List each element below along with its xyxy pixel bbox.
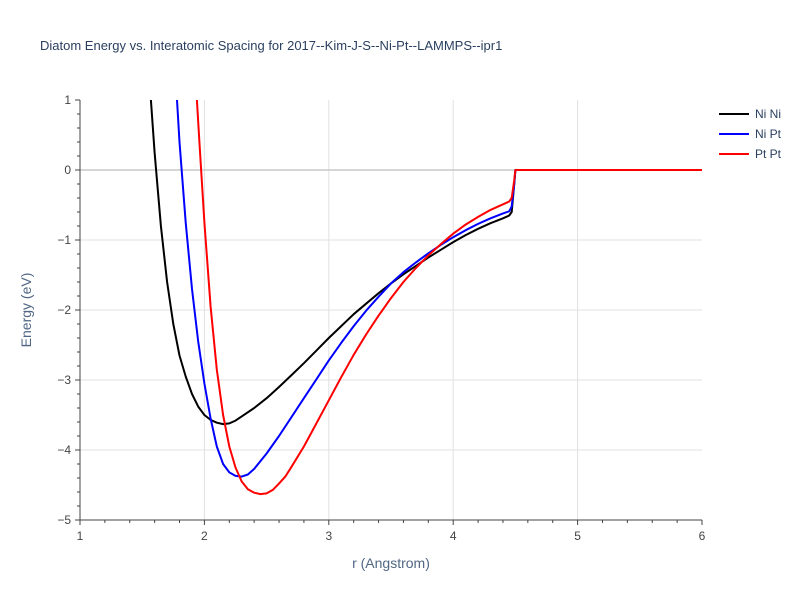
series-line-ni-pt — [176, 100, 702, 478]
y-tick-label: 1 — [64, 93, 71, 107]
y-tick-labels: 1 0 −1 −2 −3 −4 −5 — [57, 93, 71, 527]
x-tick-label: 3 — [325, 529, 332, 543]
series-line-ni-ni — [149, 100, 702, 426]
legend-label: Ni Pt — [755, 127, 782, 141]
series-lines — [149, 100, 702, 496]
legend-label: Ni Ni — [755, 107, 781, 121]
series-line-pt-pt — [195, 100, 702, 496]
y-tick-label: −5 — [57, 513, 71, 527]
y-tick-label: −2 — [57, 303, 71, 317]
y-tick-label: −3 — [57, 373, 71, 387]
y-axis-title: Energy (eV) — [18, 273, 34, 348]
y-tick-label: −1 — [57, 233, 71, 247]
x-tick-label: 1 — [77, 529, 84, 543]
axes — [75, 99, 703, 525]
x-tick-label: 4 — [450, 529, 457, 543]
x-tick-labels: 1 2 3 4 5 6 — [77, 529, 706, 543]
grid-lines — [80, 100, 702, 520]
y-tick-label: −4 — [57, 443, 71, 457]
chart-title: Diatom Energy vs. Interatomic Spacing fo… — [40, 38, 502, 53]
x-axis-title: r (Angstrom) — [352, 555, 430, 571]
x-tick-label: 2 — [201, 529, 208, 543]
legend: Ni Ni Ni Pt Pt Pt — [719, 107, 782, 161]
legend-label: Pt Pt — [755, 147, 782, 161]
x-tick-label: 5 — [574, 529, 581, 543]
y-tick-label: 0 — [64, 163, 71, 177]
x-tick-label: 6 — [699, 529, 706, 543]
